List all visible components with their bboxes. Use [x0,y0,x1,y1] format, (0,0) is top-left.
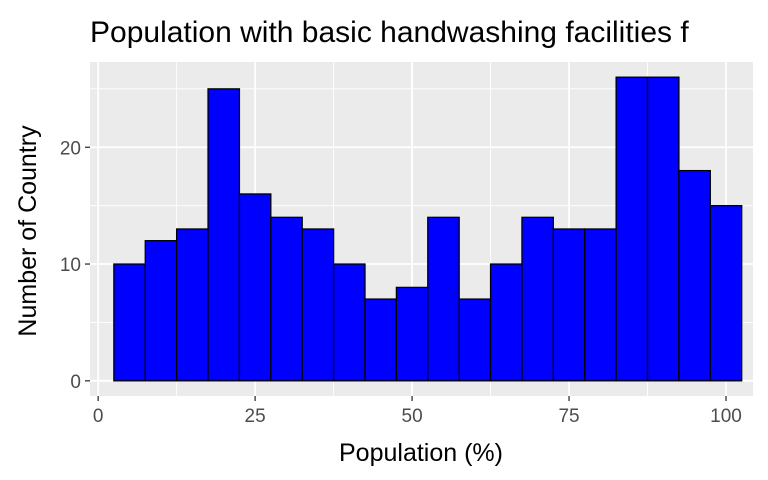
bars [113,76,743,382]
histogram-bar [113,263,146,382]
histogram-bar [301,228,335,382]
y-tick-label: 0 [70,372,81,393]
histogram-bar [238,193,272,382]
histogram-bar [270,216,303,382]
x-tick-label: 100 [710,406,742,427]
y-axis-title: Number of Country [14,125,42,337]
x-tick-label: 25 [245,406,266,427]
histogram-bar [332,263,366,382]
histogram-bar [615,76,649,382]
y-axis: 0 10 20 [60,138,90,393]
x-tick-label: 50 [402,406,423,427]
histogram-bar [678,169,711,382]
histogram-bar [521,216,554,382]
y-tick-label: 20 [60,138,81,159]
histogram-bar [584,228,617,382]
histogram-bar [207,88,241,382]
x-axis: 0 25 50 75 100 [93,396,742,427]
histogram-bar [646,76,680,382]
histogram-bar [458,298,492,382]
x-tick-label: 75 [558,406,579,427]
y-tick-label: 10 [60,255,81,276]
histogram-bar [364,298,398,382]
histogram-bar [489,263,523,382]
histogram-bar [427,216,460,382]
histogram-bar [395,286,429,382]
histogram-bar [552,228,586,382]
x-tick-label: 0 [93,406,104,427]
histogram-bar [144,240,178,382]
histogram-bar [175,228,209,382]
histogram-bar [709,204,743,382]
chart-title: Population with basic handwashing facili… [90,16,689,49]
x-axis-title: Population (%) [339,439,503,467]
